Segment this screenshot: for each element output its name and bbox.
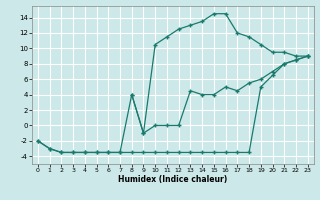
X-axis label: Humidex (Indice chaleur): Humidex (Indice chaleur): [118, 175, 228, 184]
